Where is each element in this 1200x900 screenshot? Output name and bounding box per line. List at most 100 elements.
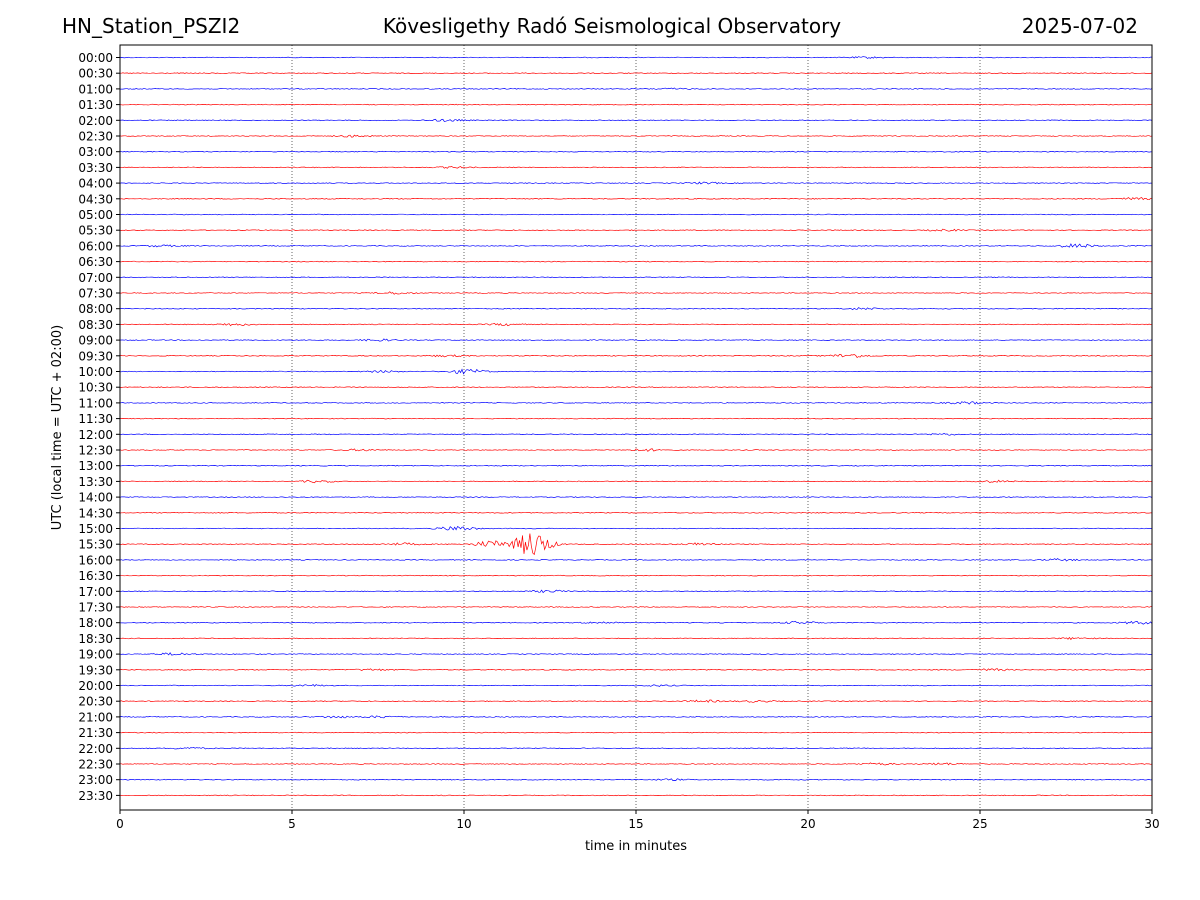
xtick-label-10: 10 — [456, 817, 471, 831]
trace-0000 — [119, 56, 1152, 59]
observatory-title: Kövesligethy Radó Seismological Observat… — [382, 14, 842, 38]
ytick-label-2030: 20:30 — [78, 695, 113, 709]
xtick-label-0: 0 — [116, 817, 124, 831]
trace-1900 — [119, 652, 1152, 656]
ytick-label-1430: 14:30 — [78, 506, 113, 520]
trace-1500 — [119, 526, 1153, 531]
ytick-label-1230: 12:30 — [78, 444, 113, 458]
ytick-label-1100: 11:00 — [78, 396, 113, 410]
trace-2230 — [120, 762, 1153, 766]
xtick-label-25: 25 — [972, 817, 987, 831]
trace-0630 — [119, 260, 1153, 263]
trace-1630 — [119, 574, 1153, 577]
trace-1230 — [119, 448, 1153, 452]
trace-0330 — [119, 166, 1152, 169]
trace-0030 — [120, 72, 1153, 74]
ytick-label-1130: 11:30 — [78, 412, 113, 426]
trace-1730 — [119, 606, 1153, 608]
ytick-label-1330: 13:30 — [78, 475, 113, 489]
ytick-label-1530: 15:30 — [78, 538, 113, 552]
trace-0830 — [119, 323, 1153, 327]
ytick-label-0130: 01:30 — [78, 98, 113, 112]
ytick-label-2000: 20:00 — [78, 679, 113, 693]
trace-2330 — [119, 794, 1153, 797]
trace-1330 — [119, 479, 1153, 484]
trace-0230 — [119, 134, 1153, 138]
ytick-label-0500: 05:00 — [78, 208, 113, 222]
xtick-label-5: 5 — [288, 817, 296, 831]
ytick-label-1300: 13:00 — [78, 459, 113, 473]
trace-0530 — [119, 228, 1153, 232]
seismic-traces — [119, 56, 1153, 797]
trace-0800 — [119, 307, 1153, 311]
trace-0600 — [119, 243, 1153, 248]
ytick-label-2300: 23:00 — [78, 773, 113, 787]
ytick-label-1800: 18:00 — [78, 616, 113, 630]
ytick-label-1400: 14:00 — [78, 491, 113, 505]
ytick-label-0100: 01:00 — [78, 82, 113, 96]
ytick-label-0630: 06:30 — [78, 255, 113, 269]
ytick-label-0830: 08:30 — [78, 318, 113, 332]
trace-1200 — [120, 433, 1153, 436]
ytick-label-1700: 17:00 — [78, 585, 113, 599]
trace-1600 — [119, 558, 1153, 562]
ytick-label-0730: 07:30 — [78, 287, 113, 301]
ytick-label-2200: 22:00 — [78, 742, 113, 756]
trace-1130 — [119, 417, 1153, 420]
trace-0300 — [119, 150, 1153, 153]
ytick-label-0600: 06:00 — [78, 239, 113, 253]
trace-1800 — [119, 620, 1153, 625]
ytick-label-2100: 21:00 — [78, 710, 113, 724]
trace-1300 — [119, 464, 1153, 467]
date-title: 2025-07-02 — [1021, 14, 1138, 38]
trace-2030 — [119, 699, 1153, 703]
trace-0130 — [119, 103, 1152, 106]
trace-2200 — [119, 747, 1152, 750]
xtick-label-30: 30 — [1144, 817, 1159, 831]
trace-0100 — [120, 87, 1153, 90]
trace-2100 — [119, 715, 1152, 719]
trace-0700 — [119, 276, 1153, 279]
ytick-label-1930: 19:30 — [78, 663, 113, 677]
ytick-label-1000: 10:00 — [78, 365, 113, 379]
trace-1000 — [120, 368, 1153, 375]
ytick-label-1600: 16:00 — [78, 553, 113, 567]
trace-1930 — [119, 668, 1153, 672]
trace-1830 — [119, 636, 1153, 641]
trace-1100 — [119, 401, 1153, 405]
xtick-label-15: 15 — [628, 817, 643, 831]
ytick-label-0230: 02:30 — [78, 130, 113, 144]
x-axis-ticks: 0 5 10 15 20 25 30 — [116, 810, 1160, 831]
ytick-label-2230: 22:30 — [78, 758, 113, 772]
ytick-label-2130: 21:30 — [78, 726, 113, 740]
x-axis-label: time in minutes — [585, 839, 687, 854]
trace-0900 — [119, 338, 1153, 342]
ytick-label-1830: 18:30 — [78, 632, 113, 646]
ytick-label-0700: 07:00 — [78, 271, 113, 285]
ytick-label-1900: 19:00 — [78, 648, 113, 662]
ytick-label-0000: 00:00 — [78, 51, 113, 65]
station-title: HN_Station_PSZI2 — [62, 14, 241, 38]
ytick-label-0430: 04:30 — [78, 192, 113, 206]
ytick-label-0800: 08:00 — [78, 302, 113, 316]
trace-1430 — [119, 512, 1153, 514]
trace-2300 — [120, 778, 1153, 781]
ytick-label-0530: 05:30 — [78, 224, 113, 238]
ytick-label-1030: 10:30 — [78, 381, 113, 395]
ytick-label-0330: 03:30 — [78, 161, 113, 175]
grid-lines — [291, 45, 981, 810]
trace-2000 — [119, 684, 1153, 687]
y-axis-label: UTC (local time = UTC + 02:00) — [50, 325, 65, 530]
trace-1700 — [119, 589, 1153, 594]
ytick-label-0030: 00:30 — [78, 67, 113, 81]
trace-1030 — [120, 386, 1153, 388]
ytick-label-2330: 23:30 — [78, 789, 113, 803]
ytick-label-1200: 12:00 — [78, 428, 113, 442]
trace-0730 — [120, 291, 1152, 295]
ytick-label-0400: 04:00 — [78, 177, 113, 191]
trace-0930 — [119, 354, 1153, 358]
ytick-label-0300: 03:00 — [78, 145, 113, 159]
ytick-label-1630: 16:30 — [78, 569, 113, 583]
ytick-label-1500: 15:00 — [78, 522, 113, 536]
